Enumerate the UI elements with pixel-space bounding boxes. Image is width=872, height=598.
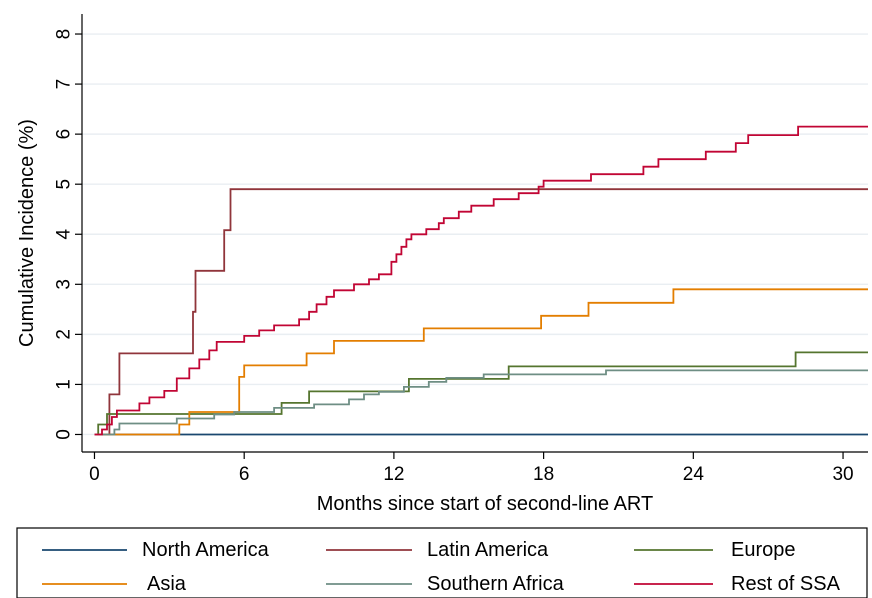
y-axis-title: Cumulative Incidence (%): [16, 119, 38, 347]
x-tick-label-30: 30: [832, 464, 853, 485]
legend-label-5: Rest of SSA: [731, 573, 841, 595]
x-tick-label-0: 0: [89, 464, 100, 485]
legend-label-0: North America: [142, 539, 270, 561]
series-line-4: [94, 369, 868, 436]
y-tick-label-2: 2: [54, 329, 75, 340]
legend-label-4: Southern Africa: [427, 573, 565, 595]
x-axis-title: Months since start of second-line ART: [317, 493, 653, 515]
legend-label-2: Europe: [731, 539, 796, 561]
x-tick-label-12: 12: [383, 464, 404, 485]
x-tick-label-24: 24: [683, 464, 705, 485]
y-tick-label-1: 1: [54, 379, 75, 390]
series-line-3: [94, 288, 868, 436]
y-tick-label-4: 4: [54, 229, 75, 240]
series-line-1: [94, 188, 868, 436]
series-line-5: [94, 125, 868, 436]
y-tick-label-5: 5: [54, 179, 75, 190]
y-tick-label-6: 6: [54, 129, 75, 140]
legend-label-1: Latin America: [427, 539, 549, 561]
y-tick-label-0: 0: [54, 429, 75, 440]
legend-box: [16, 527, 868, 598]
x-tick-label-18: 18: [533, 464, 554, 485]
y-tick-label-7: 7: [54, 79, 75, 90]
y-tick-label-3: 3: [54, 279, 75, 290]
legend-label-3: Asia: [147, 573, 187, 595]
y-tick-label-8: 8: [54, 29, 75, 40]
x-tick-label-6: 6: [239, 464, 250, 485]
series-line-2: [94, 351, 868, 436]
